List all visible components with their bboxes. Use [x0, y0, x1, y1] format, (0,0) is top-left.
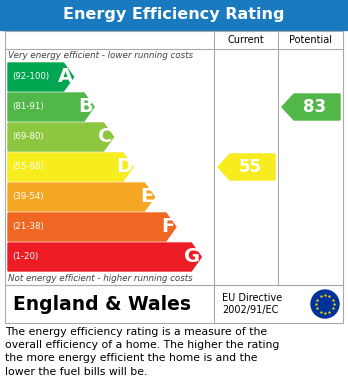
Bar	[0, 0, 348, 30]
Text: (69-80): (69-80)	[12, 133, 44, 142]
Text: 55: 55	[239, 158, 262, 176]
Text: D: D	[116, 158, 132, 176]
Polygon shape	[8, 93, 94, 121]
Text: G: G	[184, 248, 200, 267]
Text: B: B	[78, 97, 93, 117]
Polygon shape	[282, 94, 340, 120]
Text: Not energy efficient - higher running costs: Not energy efficient - higher running co…	[8, 274, 193, 283]
Text: (1-20): (1-20)	[12, 253, 38, 262]
Bar	[5, 285, 343, 323]
Text: Potential: Potential	[289, 35, 332, 45]
Polygon shape	[218, 154, 275, 180]
Circle shape	[311, 290, 339, 318]
Polygon shape	[8, 213, 176, 241]
Polygon shape	[8, 153, 133, 181]
Text: Very energy efficient - lower running costs: Very energy efficient - lower running co…	[8, 51, 193, 60]
Polygon shape	[8, 123, 113, 151]
Text: England & Wales: England & Wales	[13, 294, 191, 314]
Polygon shape	[8, 63, 73, 91]
Text: F: F	[162, 217, 175, 237]
Text: (21-38): (21-38)	[12, 222, 44, 231]
Text: (39-54): (39-54)	[12, 192, 44, 201]
Text: (55-68): (55-68)	[12, 163, 44, 172]
Text: EU Directive
2002/91/EC: EU Directive 2002/91/EC	[222, 293, 282, 315]
Text: A: A	[57, 68, 73, 86]
Polygon shape	[8, 183, 155, 211]
Text: (92-100): (92-100)	[12, 72, 49, 81]
Text: 83: 83	[303, 98, 326, 116]
Text: C: C	[98, 127, 112, 147]
Text: The energy efficiency rating is a measure of the
overall efficiency of a home. T: The energy efficiency rating is a measur…	[5, 327, 279, 377]
Text: Energy Efficiency Rating: Energy Efficiency Rating	[63, 7, 285, 23]
Bar	[5, 31, 343, 285]
Text: Current: Current	[228, 35, 264, 45]
Polygon shape	[8, 243, 201, 271]
Text: E: E	[140, 188, 153, 206]
Text: (81-91): (81-91)	[12, 102, 44, 111]
